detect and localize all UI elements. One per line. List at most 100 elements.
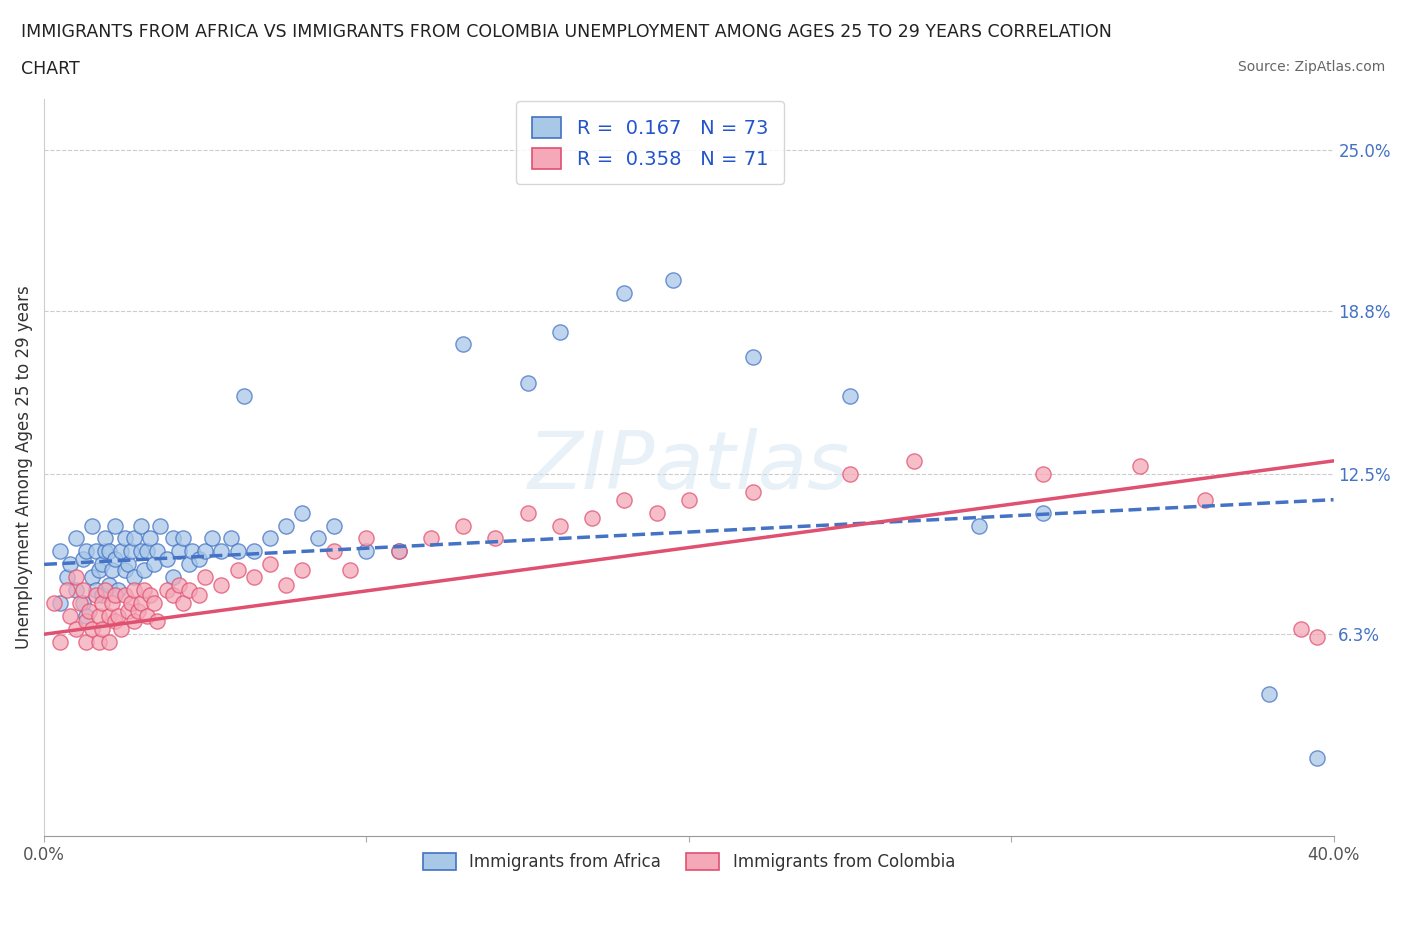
Point: [187, 588, 209, 603]
Point: [77, 604, 100, 618]
Point: [127, 604, 149, 618]
Point: [226, 544, 249, 559]
Point: [162, 570, 184, 585]
Point: [55, 583, 77, 598]
Point: [274, 578, 297, 592]
Point: [742, 350, 765, 365]
Point: [129, 544, 152, 559]
Point: [291, 562, 314, 577]
Point: [114, 562, 136, 577]
Point: [187, 551, 209, 566]
Point: [1032, 466, 1054, 481]
Point: [59, 608, 82, 623]
Point: [97, 578, 120, 592]
Point: [903, 454, 925, 469]
Text: CHART: CHART: [21, 60, 80, 78]
Point: [548, 518, 571, 533]
Point: [49, 596, 72, 611]
Point: [516, 376, 538, 391]
Point: [484, 531, 506, 546]
Point: [323, 518, 346, 533]
Point: [419, 531, 441, 546]
Point: [132, 562, 155, 577]
Point: [104, 614, 127, 629]
Point: [339, 562, 361, 577]
Point: [226, 562, 249, 577]
Point: [132, 583, 155, 598]
Point: [139, 531, 162, 546]
Point: [548, 324, 571, 339]
Point: [124, 583, 146, 598]
Point: [678, 492, 700, 507]
Point: [219, 531, 242, 546]
Point: [91, 621, 114, 636]
Point: [120, 596, 142, 611]
Point: [201, 531, 224, 546]
Point: [72, 583, 94, 598]
Point: [1306, 751, 1329, 765]
Point: [169, 578, 191, 592]
Point: [1291, 621, 1313, 636]
Point: [274, 518, 297, 533]
Point: [49, 544, 72, 559]
Point: [124, 570, 146, 585]
Point: [839, 466, 862, 481]
Point: [87, 608, 110, 623]
Point: [162, 588, 184, 603]
Point: [1032, 505, 1054, 520]
Point: [97, 608, 120, 623]
Point: [117, 557, 139, 572]
Point: [451, 518, 474, 533]
Point: [65, 583, 87, 598]
Point: [129, 596, 152, 611]
Point: [59, 557, 82, 572]
Point: [516, 505, 538, 520]
Point: [661, 272, 683, 287]
Point: [967, 518, 990, 533]
Point: [194, 544, 217, 559]
Point: [104, 551, 127, 566]
Point: [259, 531, 281, 546]
Point: [65, 621, 87, 636]
Point: [124, 531, 146, 546]
Point: [72, 596, 94, 611]
Point: [75, 614, 97, 629]
Point: [613, 286, 636, 300]
Point: [110, 621, 132, 636]
Point: [65, 531, 87, 546]
Point: [259, 557, 281, 572]
Point: [645, 505, 668, 520]
Point: [839, 389, 862, 404]
Point: [388, 544, 411, 559]
Point: [104, 518, 127, 533]
Point: [84, 544, 107, 559]
Point: [55, 570, 77, 585]
Legend: Immigrants from Africa, Immigrants from Colombia: Immigrants from Africa, Immigrants from …: [415, 844, 963, 879]
Point: [91, 557, 114, 572]
Point: [323, 544, 346, 559]
Point: [75, 634, 97, 649]
Point: [146, 614, 169, 629]
Point: [75, 608, 97, 623]
Point: [124, 614, 146, 629]
Point: [91, 588, 114, 603]
Point: [120, 544, 142, 559]
Point: [179, 557, 201, 572]
Point: [613, 492, 636, 507]
Point: [82, 518, 104, 533]
Point: [82, 570, 104, 585]
Point: [94, 583, 117, 598]
Y-axis label: Unemployment Among Ages 25 to 29 years: Unemployment Among Ages 25 to 29 years: [15, 286, 32, 649]
Text: Source: ZipAtlas.com: Source: ZipAtlas.com: [1237, 60, 1385, 74]
Point: [114, 531, 136, 546]
Point: [107, 608, 129, 623]
Point: [209, 578, 232, 592]
Point: [84, 588, 107, 603]
Point: [69, 596, 91, 611]
Point: [91, 596, 114, 611]
Point: [388, 544, 411, 559]
Point: [94, 531, 117, 546]
Point: [75, 544, 97, 559]
Point: [114, 588, 136, 603]
Point: [291, 505, 314, 520]
